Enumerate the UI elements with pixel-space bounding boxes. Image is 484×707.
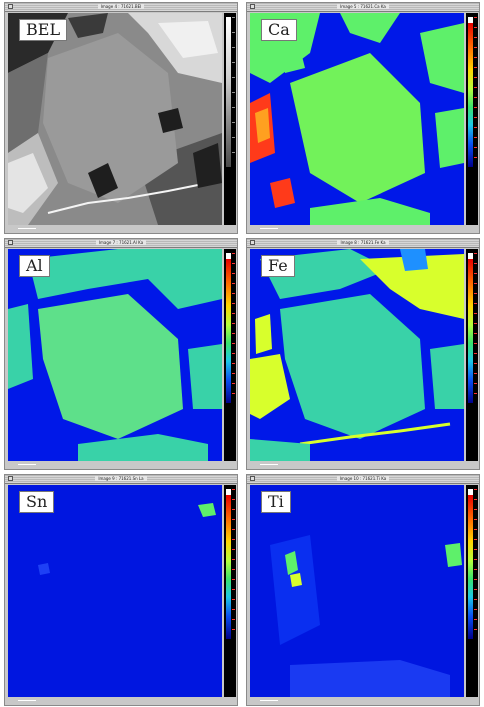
window-title: Image 9 : 71621.Sn La — [95, 476, 147, 481]
window-titlebar[interactable]: Image 9 : 71621.Sn La — [5, 475, 237, 484]
scale-ticks — [232, 253, 235, 403]
bse-map-graphic — [8, 13, 222, 225]
scale-footer — [8, 225, 222, 232]
scale-bar — [18, 228, 36, 229]
colormap-bar — [468, 253, 473, 403]
al-map — [8, 249, 222, 461]
scale-ticks — [232, 17, 235, 167]
scale-footer — [8, 461, 222, 468]
color-scale — [224, 13, 236, 225]
scale-ticks — [474, 489, 477, 639]
scale-footer — [8, 697, 222, 704]
ti-map — [250, 485, 464, 697]
sn-map — [8, 485, 222, 697]
close-box-icon[interactable] — [8, 4, 13, 9]
close-box-icon[interactable] — [8, 476, 13, 481]
color-scale — [466, 13, 478, 225]
element-label: Al — [19, 255, 50, 277]
close-box-icon[interactable] — [250, 4, 255, 9]
scale-bar — [260, 700, 278, 701]
scale-footer — [250, 697, 464, 704]
panel-sn[interactable]: Image 9 : 71621.Sn La Sn — [4, 474, 238, 706]
window-titlebar[interactable]: Image 5 : 71621.Ca Ka — [247, 3, 479, 12]
window-title: Image 7 : 71621.Al Ka — [95, 240, 147, 245]
grayscale-bar — [226, 17, 231, 167]
ca-map — [250, 13, 464, 225]
bse-image — [8, 13, 222, 225]
colormap-bar — [468, 489, 473, 639]
element-label: Ti — [261, 491, 291, 513]
element-label: Fe — [261, 255, 295, 277]
sn-map-graphic — [8, 485, 222, 697]
scale-ticks — [232, 489, 235, 639]
element-label: Ca — [261, 19, 297, 41]
element-map-grid: Image 4 : 71621.BEI — [4, 2, 480, 706]
panel-ti[interactable]: Image 10 : 71621.Ti Ka Ti — [246, 474, 480, 706]
window-titlebar[interactable]: Image 4 : 71621.BEI — [5, 3, 237, 12]
panel-bel[interactable]: Image 4 : 71621.BEI — [4, 2, 238, 234]
scale-bar — [260, 464, 278, 465]
ti-map-graphic — [250, 485, 464, 697]
close-box-icon[interactable] — [250, 476, 255, 481]
scale-ticks — [474, 253, 477, 403]
color-scale — [466, 485, 478, 697]
color-scale — [224, 249, 236, 461]
ca-map-graphic — [250, 13, 464, 225]
panel-al[interactable]: Image 7 : 71621.Al Ka Al — [4, 238, 238, 470]
window-titlebar[interactable]: Image 8 : 71621.Fe Ka — [247, 239, 479, 248]
close-box-icon[interactable] — [250, 240, 255, 245]
element-label: Sn — [19, 491, 55, 513]
panel-fe[interactable]: Image 8 : 71621.Fe Ka Fe — [246, 238, 480, 470]
close-box-icon[interactable] — [8, 240, 13, 245]
window-title: Image 10 : 71621.Ti Ka — [336, 476, 390, 481]
window-title: Image 5 : 71621.Ca Ka — [337, 4, 389, 9]
scale-ticks — [474, 17, 477, 167]
window-titlebar[interactable]: Image 7 : 71621.Al Ka — [5, 239, 237, 248]
window-title: Image 4 : 71621.BEI — [97, 4, 145, 9]
element-label: BEL — [19, 19, 68, 41]
scale-footer — [250, 225, 464, 232]
scale-bar — [260, 228, 278, 229]
panel-ca[interactable]: Image 5 : 71621.Ca Ka Ca — [246, 2, 480, 234]
scale-bar — [18, 700, 36, 701]
colormap-bar — [226, 253, 231, 403]
scale-bar — [18, 464, 36, 465]
colormap-bar — [226, 489, 231, 639]
window-titlebar[interactable]: Image 10 : 71621.Ti Ka — [247, 475, 479, 484]
fe-map — [250, 249, 464, 461]
scale-footer — [250, 461, 464, 468]
color-scale — [224, 485, 236, 697]
window-title: Image 8 : 71621.Fe Ka — [337, 240, 389, 245]
al-map-graphic — [8, 249, 222, 461]
fe-map-graphic — [250, 249, 464, 461]
colormap-bar — [468, 17, 473, 167]
color-scale — [466, 249, 478, 461]
